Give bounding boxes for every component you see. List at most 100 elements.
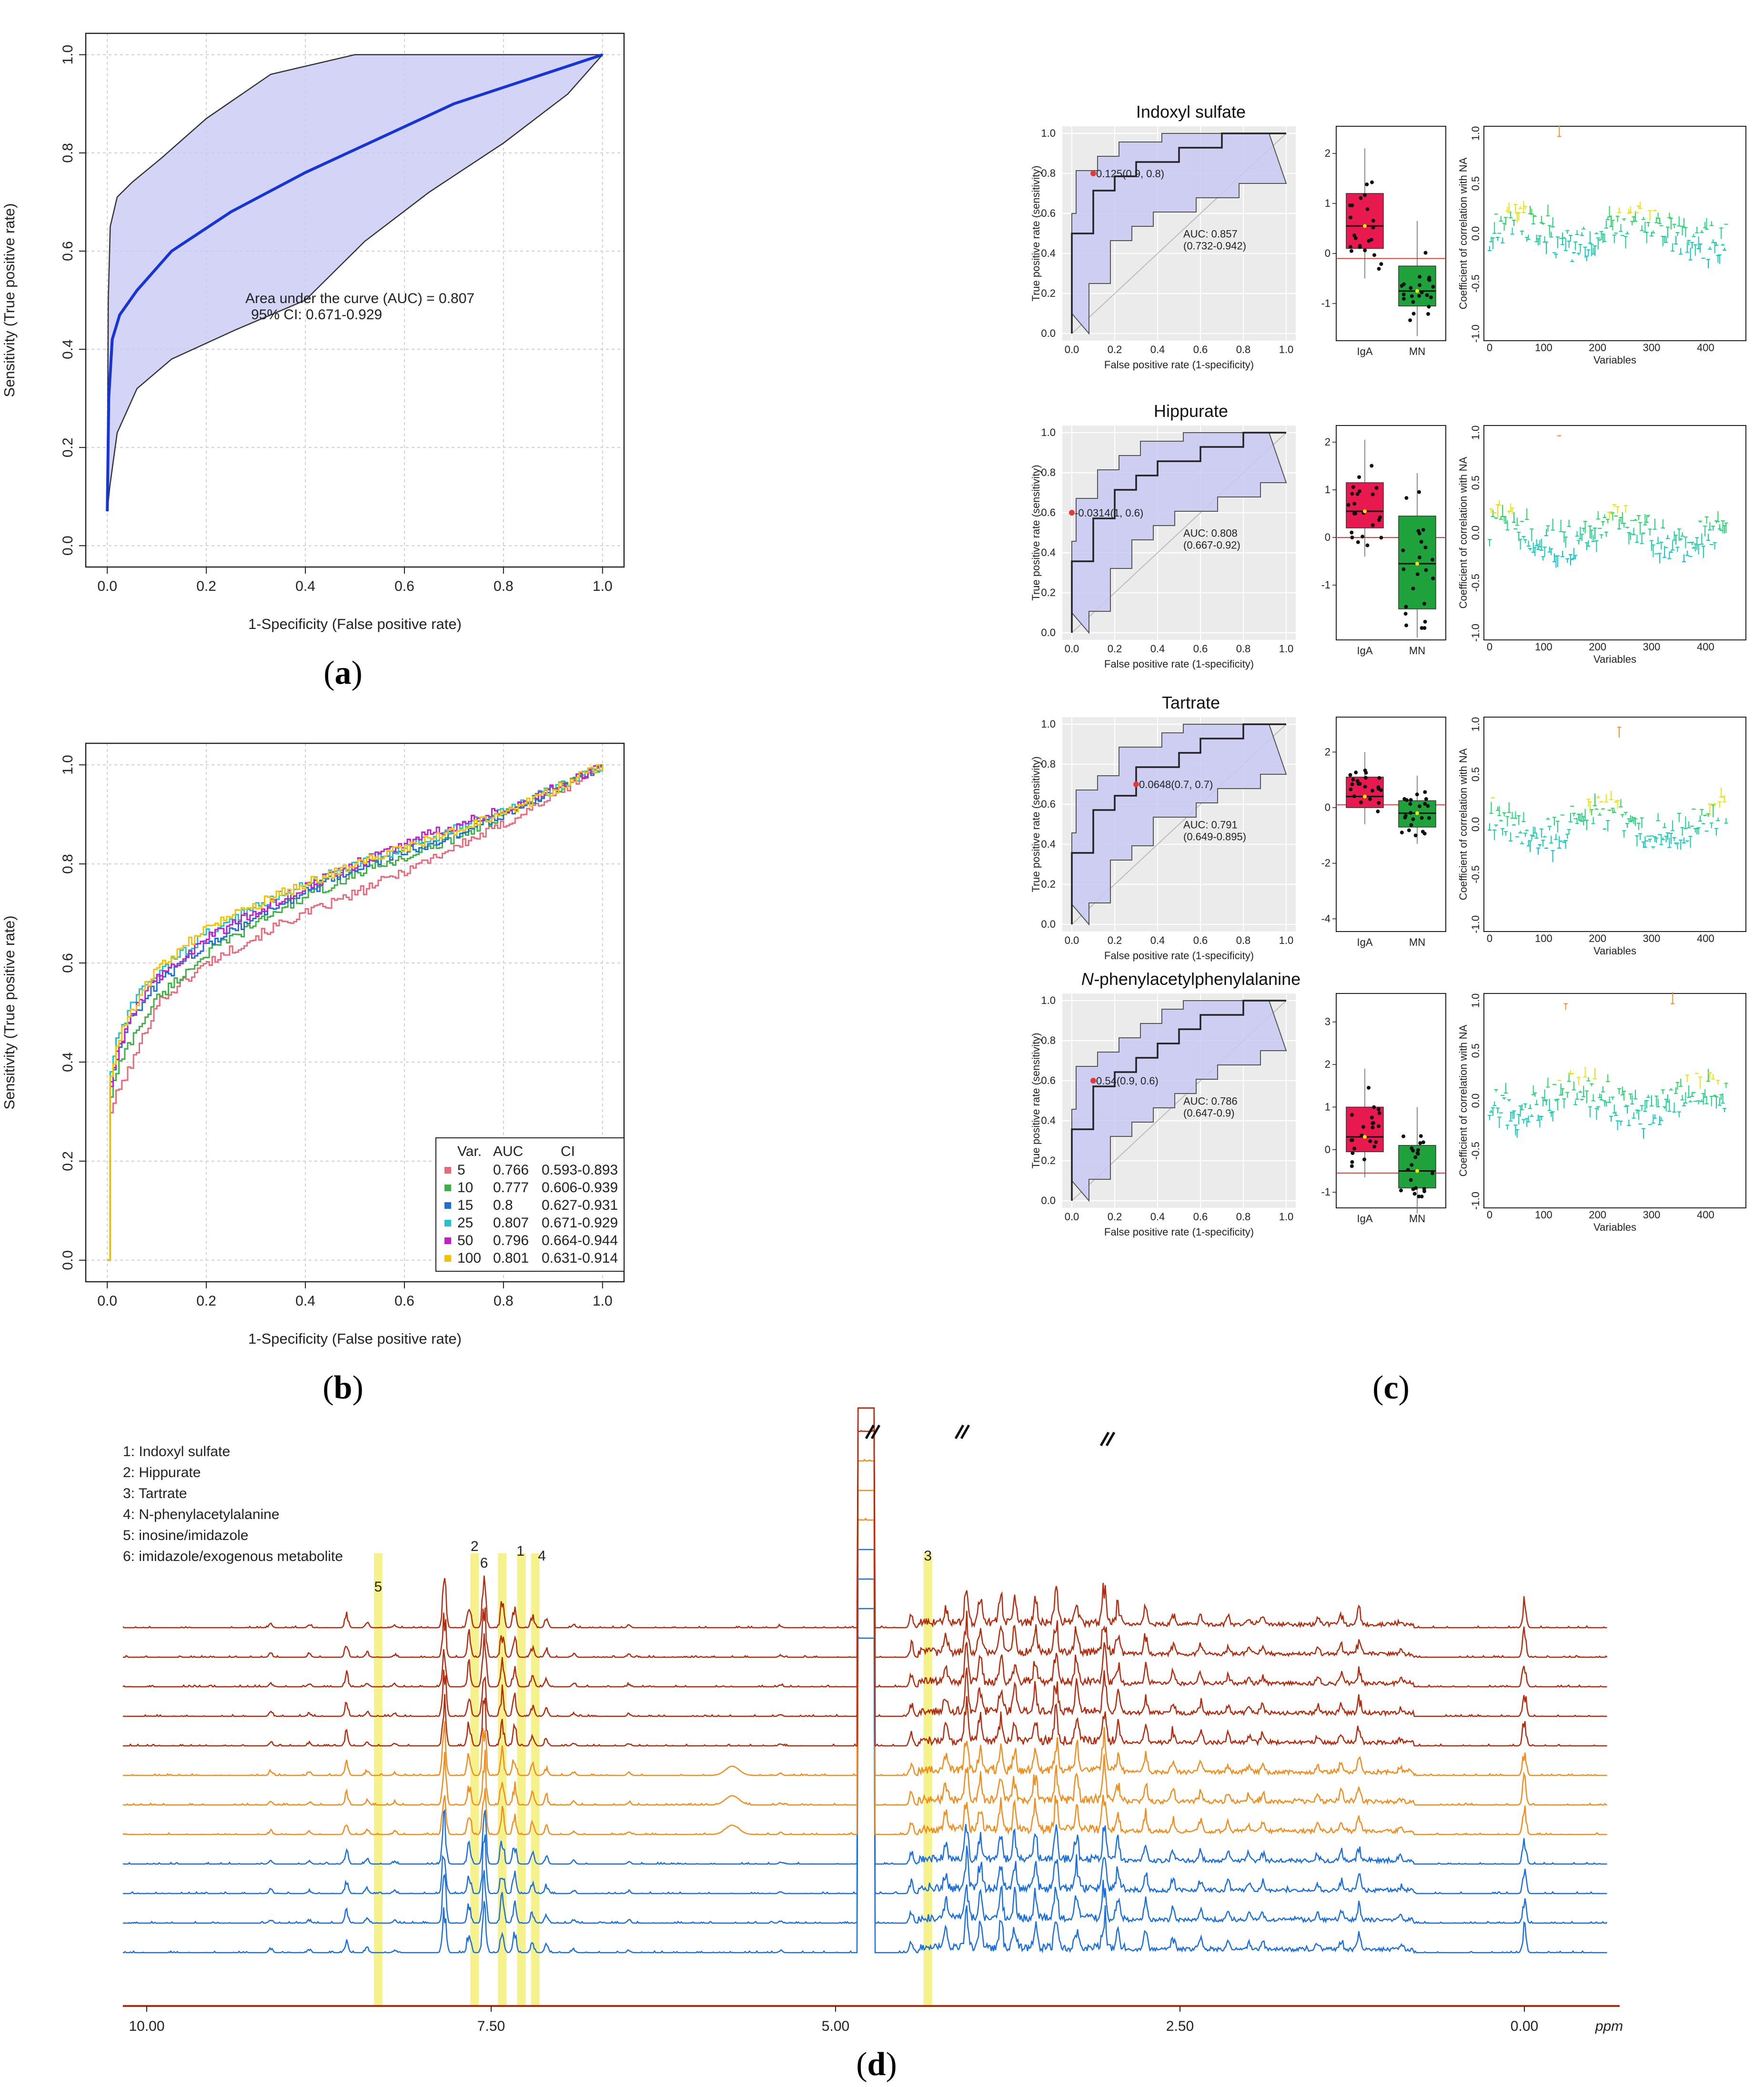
box-ytick-label: 3 <box>1325 1016 1331 1028</box>
box-point-mn <box>1404 496 1409 500</box>
box-point-iga <box>1357 475 1361 479</box>
legend-ci: 0.631-0.914 <box>542 1250 618 1266</box>
box-point-mn <box>1429 295 1433 300</box>
title-italic-prefix: N- <box>1081 969 1099 989</box>
box-iga <box>1346 193 1384 249</box>
box-point-iga <box>1350 492 1354 496</box>
title-text: Hippurate <box>1154 401 1228 421</box>
biomarker-row-1: Hippurate 0.0 0.0 0.2 0.2 0.4 0.4 0.6 0.6 0.8 0.8 1… <box>1030 401 1746 670</box>
box-point-mn <box>1415 792 1419 797</box>
roc-series-15 <box>107 765 604 1261</box>
box-point-mn <box>1401 567 1406 571</box>
box-mean-mn <box>1415 1169 1419 1173</box>
corr-ytick-label: 0.5 <box>1470 476 1482 490</box>
peak-marker-label: 3 <box>924 1548 932 1564</box>
box-point-mn <box>1423 545 1428 549</box>
panel-label-c: (c) <box>1372 1369 1410 1406</box>
box-point-mn <box>1411 312 1416 316</box>
legend-header-ci: CI <box>561 1144 575 1159</box>
a-ytick-label: 0.8 <box>60 143 76 163</box>
corr-xtick-label: 0 <box>1487 932 1492 944</box>
roc-ytick-label: 0.2 <box>1041 287 1056 299</box>
box-point-mn <box>1401 297 1406 301</box>
roc-xtick-label: 0.4 <box>1150 934 1165 946</box>
nmr-xtick-label: 7.50 <box>477 2018 505 2034</box>
roc-y-axis-label: True positive rate (sensitivity) <box>1030 465 1042 600</box>
box-point-mn <box>1400 831 1404 835</box>
panel-d-nmr-spectra: 10.00 7.50 5.00 2.50 0.00 ppm 1: Indoxyl sulfa… <box>122 1407 1623 2034</box>
roc-step-curve <box>1071 432 1286 633</box>
box-point-iga <box>1359 196 1363 200</box>
panel-label-d: (d) <box>856 2046 897 2083</box>
a-plot-frame <box>85 32 625 568</box>
legend-auc: 0.8 <box>493 1197 513 1213</box>
box-point-mn <box>1412 1192 1417 1196</box>
b-x-axis-label: 1-Specificity (False positive rate) <box>248 1330 462 1347</box>
box-point-mn <box>1422 1187 1426 1191</box>
a-xtick-label: 0.2 <box>196 578 216 594</box>
corr-xtick-label: 300 <box>1643 1209 1661 1221</box>
box-point-iga <box>1376 809 1380 813</box>
legend-auc: 0.777 <box>493 1180 529 1195</box>
box-ytick-label: -1 <box>1321 1186 1331 1198</box>
corr-xtick-label: 0 <box>1487 342 1492 354</box>
box-point-mn <box>1402 797 1407 801</box>
box-point-iga <box>1359 800 1363 804</box>
box-point-iga <box>1346 503 1351 507</box>
roc-ytick-label: 1.0 <box>1041 994 1056 1006</box>
box-ytick-label: 0 <box>1325 801 1331 813</box>
roc-cutoff-label: -0.0314(1, 0.6) <box>1075 507 1143 519</box>
corr-ytick-label: 0.5 <box>1470 176 1482 191</box>
box-point-mn <box>1426 312 1431 316</box>
corr-xtick-label: 100 <box>1535 1209 1552 1221</box>
peak-legend-item: 4: N-phenylacetylalanine <box>123 1507 280 1522</box>
roc-xtick-label: 0.0 <box>1065 344 1079 355</box>
box-point-iga <box>1350 1138 1354 1142</box>
box-point-mn <box>1431 284 1435 289</box>
a-y-axis-label: Sensitivity (True positive rate) <box>1 203 18 397</box>
ci-annotation: 95% CI: 0.671-0.929 <box>251 307 382 323</box>
box-point-mn <box>1411 300 1415 304</box>
box-point-iga <box>1348 773 1352 777</box>
roc-xtick-label: 0.8 <box>1236 344 1251 355</box>
a-ytick-label: 0.6 <box>60 241 76 261</box>
roc-ytick-label: 0.6 <box>1041 507 1056 518</box>
box-point-iga <box>1363 768 1367 772</box>
box-point-iga <box>1362 1157 1367 1162</box>
legend-auc: 0.796 <box>493 1233 529 1248</box>
roc-ytick-label: 0.8 <box>1041 758 1056 770</box>
box-point-iga <box>1377 1107 1381 1112</box>
box-point-iga <box>1355 492 1360 496</box>
box-point-iga <box>1351 1151 1355 1155</box>
nmr-trace-blue <box>123 1578 1607 1895</box>
b-xtick-label: 0.4 <box>295 1293 315 1309</box>
nmr-trace-red <box>123 1429 1607 1747</box>
box-point-iga <box>1372 1145 1377 1149</box>
box-ytick-label: 2 <box>1325 1058 1331 1070</box>
roc-ytick-label: 1.0 <box>1041 718 1056 730</box>
corr-x-axis-label: Variables <box>1593 354 1636 366</box>
corr-xtick-label: 200 <box>1589 932 1606 944</box>
nmr-xtick-label: 0.00 <box>1511 2018 1538 2034</box>
box-point-mn <box>1424 797 1428 801</box>
nmr-trace-orange <box>123 1459 1607 1777</box>
legend-swatch <box>444 1185 451 1191</box>
box-group-label: MN <box>1409 1213 1425 1225</box>
legend-swatch <box>444 1237 451 1244</box>
peak-marker-label: 4 <box>538 1548 546 1564</box>
peak-marker-label: 5 <box>374 1579 383 1595</box>
box-point-mn <box>1413 833 1418 838</box>
roc-cutoff-point <box>1090 1078 1096 1084</box>
box-point-iga <box>1365 182 1369 187</box>
roc-auc-label: AUC: 0.786 <box>1183 1095 1238 1107</box>
box-point-iga <box>1379 262 1383 266</box>
peak-highlight-3 <box>923 1553 932 2006</box>
corr-xtick-label: 300 <box>1643 342 1661 354</box>
legend-auc: 0.766 <box>493 1162 529 1178</box>
legend-swatch <box>444 1167 451 1174</box>
roc-step-curve <box>1071 723 1286 924</box>
axis-break-mark <box>1099 1431 1110 1447</box>
roc-ci-label: (0.732-0.942) <box>1183 240 1246 252</box>
roc-ytick-label: 0.8 <box>1041 1034 1056 1046</box>
